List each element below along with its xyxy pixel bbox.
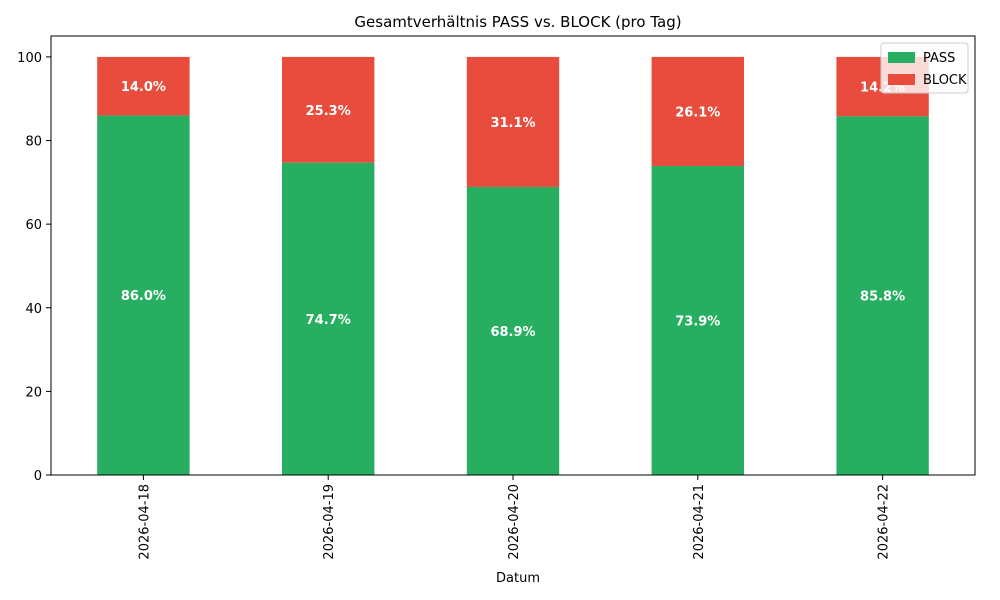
- y-tick-label: 40: [25, 302, 42, 317]
- bar-block-2026-04-19: [282, 56, 375, 163]
- bar-label-pass-2026-04-20: 68.9%: [490, 325, 535, 340]
- bar-label-pass-2026-04-21: 73.9%: [675, 315, 720, 330]
- chart-title: Gesamtverhältnis PASS vs. BLOCK (pro Tag…: [354, 13, 681, 31]
- x-tick-label: 2026-04-22: [877, 484, 892, 560]
- x-tick-label: 2026-04-19: [322, 484, 337, 560]
- x-tick-label: 2026-04-20: [507, 484, 522, 560]
- bars-layer: 86.0% 14.0% 74.7% 25.3% 68.9% 31.1% 73.9% 26.1%…: [97, 56, 929, 476]
- bar-block-2026-04-20: [466, 56, 560, 187]
- x-tick-label: 2026-04-21: [692, 484, 707, 560]
- bar-pass-2026-04-22: [836, 116, 929, 475]
- bar-block-2026-04-18: [97, 56, 190, 116]
- bar-label-block-2026-04-21: 26.1%: [675, 105, 720, 120]
- bar-block-2026-04-21: [651, 56, 744, 167]
- bar-label-pass-2026-04-18: 86.0%: [121, 289, 166, 304]
- bar-label-block-2026-04-18: 14.0%: [121, 80, 166, 95]
- bar-label-block-2026-04-20: 31.1%: [490, 116, 535, 131]
- bar-pass-2026-04-20: [466, 186, 560, 476]
- legend-swatch-block: [888, 74, 915, 85]
- legend-label-pass: PASS: [923, 51, 955, 66]
- legend-swatch-pass: [888, 52, 915, 63]
- legend-label-block: BLOCK: [923, 73, 967, 88]
- y-tick-label: 100: [17, 51, 42, 66]
- bar-pass-2026-04-21: [651, 166, 744, 475]
- y-tick-label: 0: [34, 469, 42, 484]
- y-tick-label: 80: [25, 135, 42, 150]
- bar-label-pass-2026-04-19: 74.7%: [306, 313, 351, 328]
- x-tick-label: 2026-04-18: [137, 484, 152, 560]
- y-axis: 0 20 40 60 80 100: [17, 51, 51, 484]
- y-tick-label: 60: [25, 218, 42, 233]
- x-axis-label: Datum: [496, 571, 540, 586]
- y-tick-label: 20: [25, 385, 42, 400]
- x-axis: 2026-04-18 2026-04-19 2026-04-20 2026-04-21…: [137, 475, 892, 560]
- legend: PASS BLOCK: [880, 42, 969, 94]
- bar-label-pass-2026-04-22: 85.8%: [860, 290, 905, 305]
- bar-label-block-2026-04-19: 25.3%: [306, 104, 351, 119]
- bar-pass-2026-04-18: [97, 115, 190, 475]
- bar-pass-2026-04-19: [282, 162, 375, 475]
